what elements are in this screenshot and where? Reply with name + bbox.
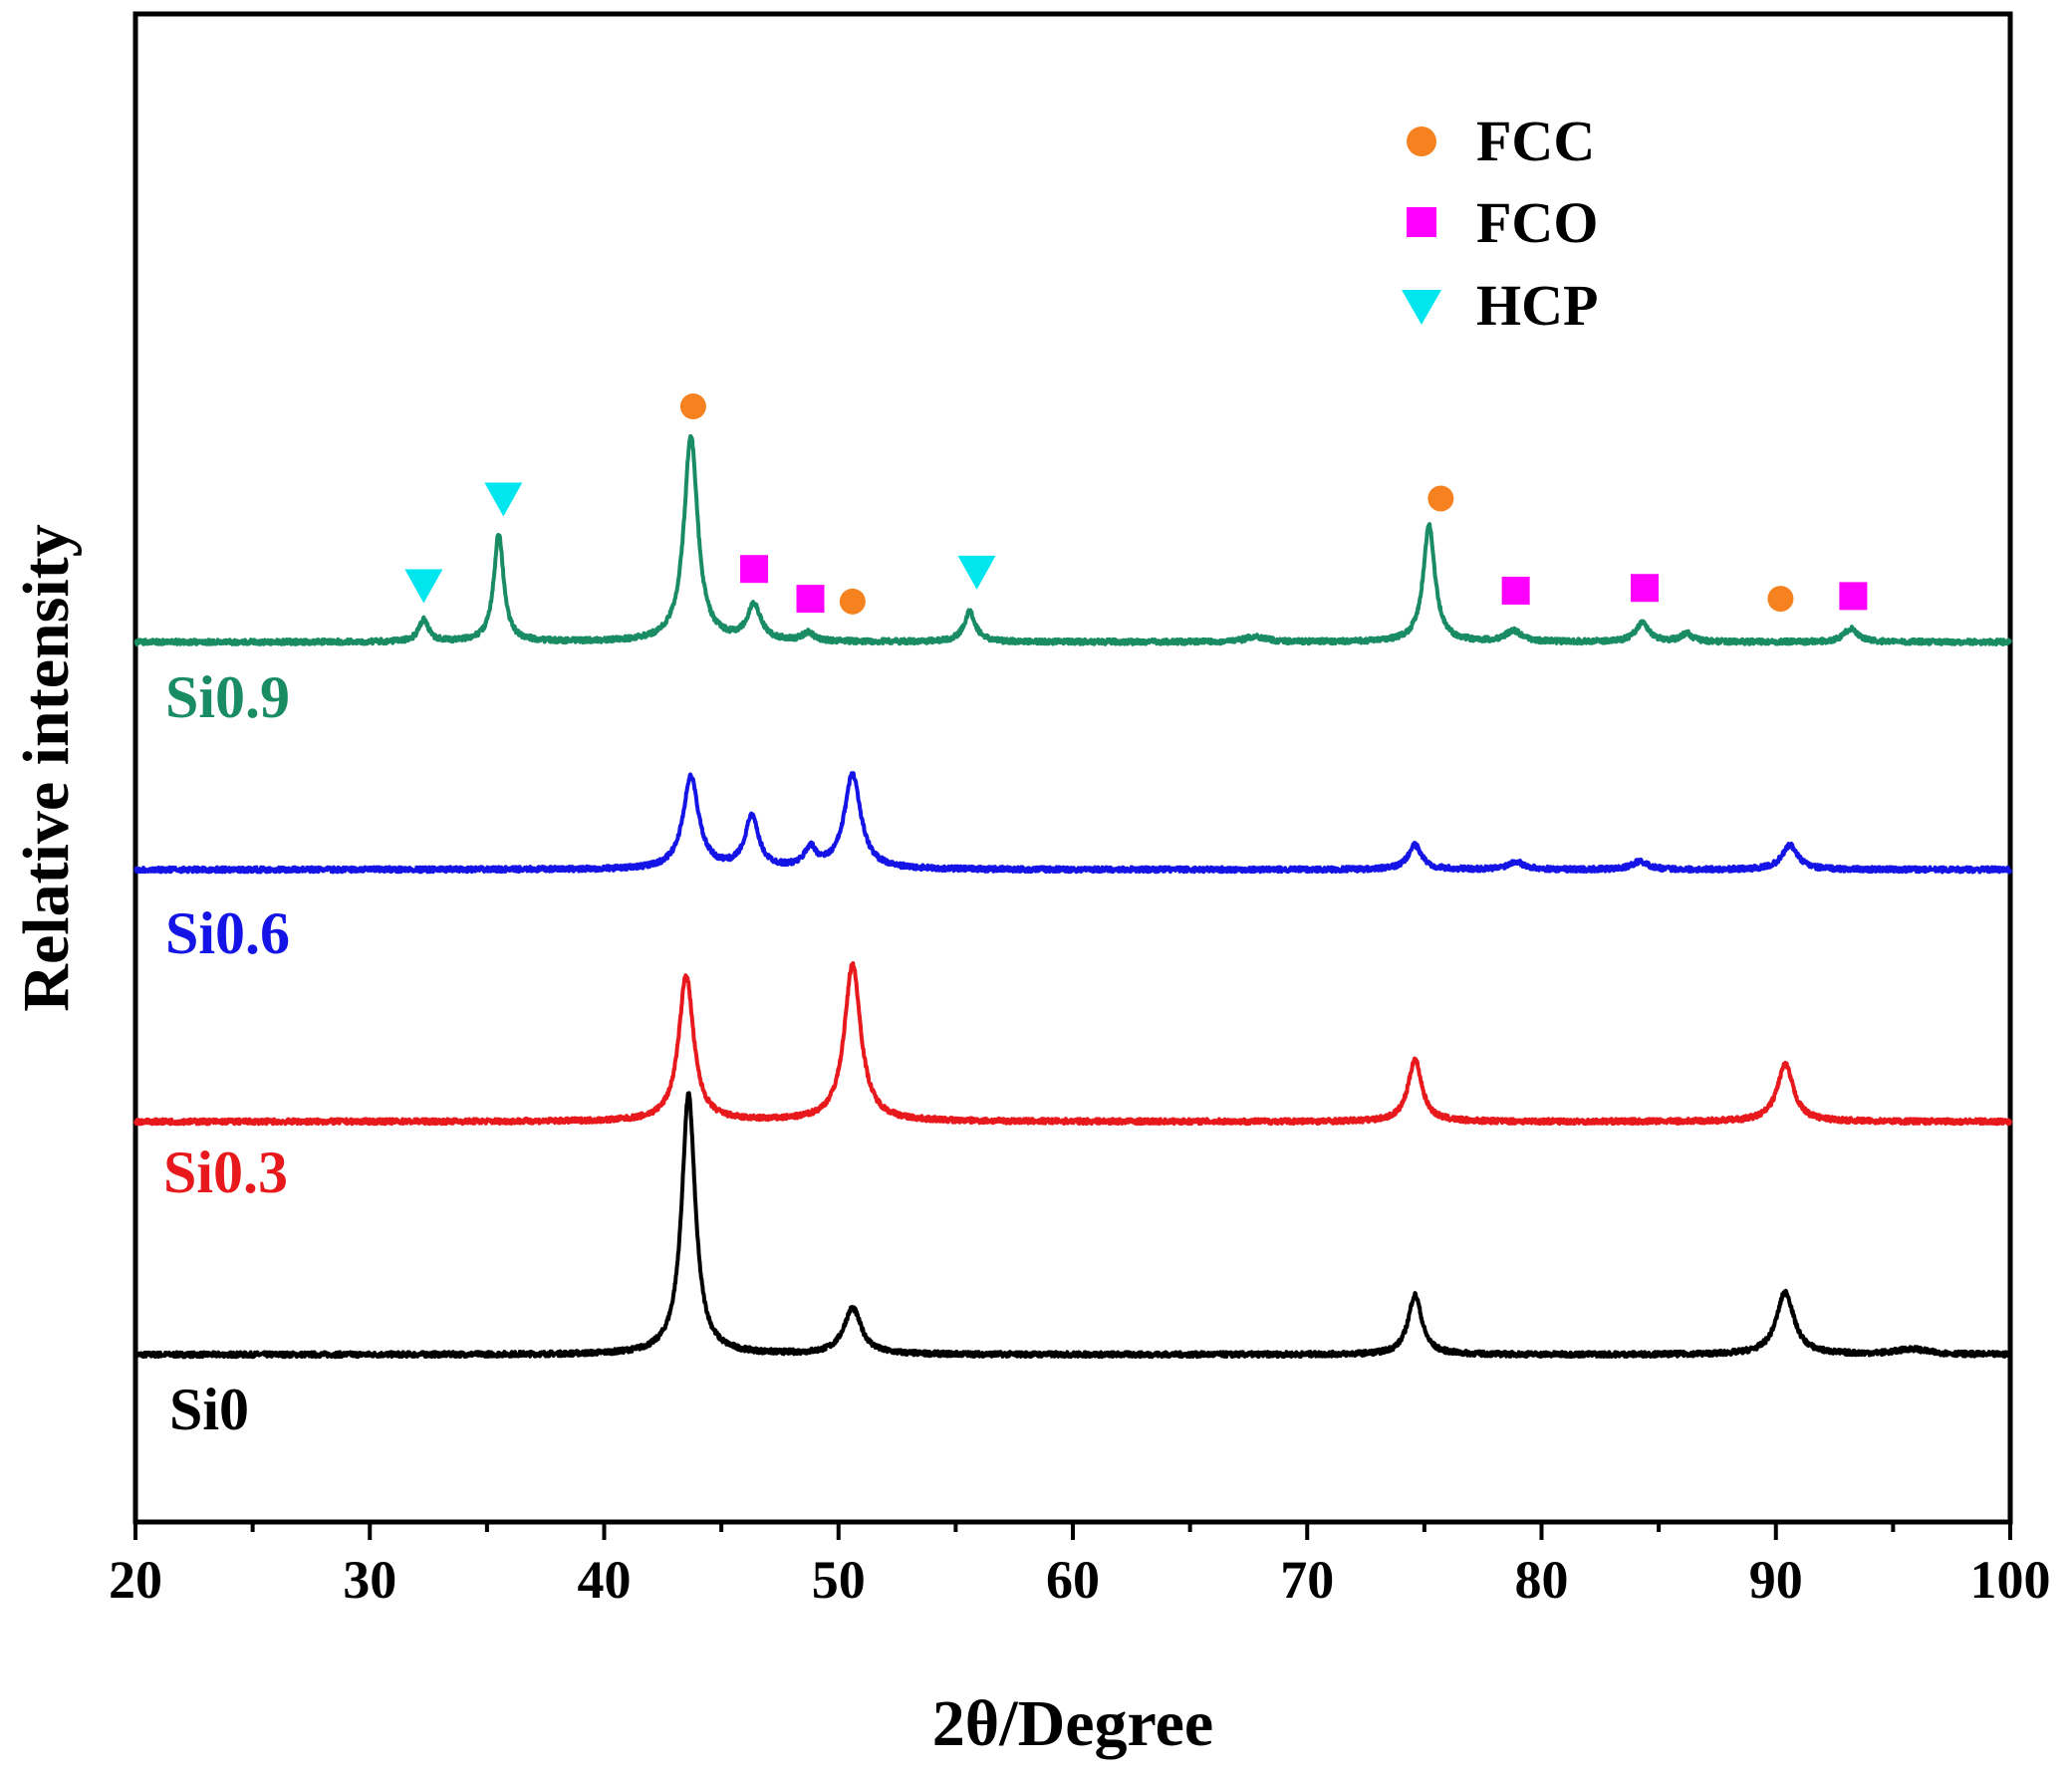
x-ticks: 20 30 40 50 60 70 80 90 100 bbox=[109, 1522, 2051, 1610]
fcc-marker bbox=[839, 588, 866, 615]
x-tick-label: 60 bbox=[1046, 1550, 1100, 1610]
fcc-marker bbox=[1767, 586, 1794, 613]
phase-markers bbox=[404, 393, 1868, 615]
legend-fco-square-icon bbox=[1407, 207, 1436, 237]
series-line-si0-9 bbox=[133, 434, 2012, 646]
series-label-si0-9: Si0.9 bbox=[165, 664, 290, 730]
x-tick-label: 50 bbox=[812, 1550, 866, 1610]
legend-fcc-label: FCC bbox=[1476, 109, 1595, 173]
legend: FCC FCO HCP bbox=[1402, 109, 1598, 338]
y-axis-label: Relative intensity bbox=[10, 524, 83, 1011]
legend-fcc-circle-icon bbox=[1407, 127, 1436, 156]
fco-marker bbox=[740, 555, 769, 584]
x-axis-label: 2θ/Degree bbox=[932, 1687, 1213, 1760]
series-label-si0-6: Si0.6 bbox=[165, 900, 290, 966]
series-labels: Si0 Si0.3 Si0.6 Si0.9 bbox=[163, 664, 290, 1442]
fco-marker bbox=[1631, 574, 1660, 603]
series-line-si0-6 bbox=[133, 771, 2012, 875]
x-tick-label: 70 bbox=[1280, 1550, 1334, 1610]
series-layer bbox=[133, 434, 2012, 1360]
hcp-marker bbox=[404, 569, 443, 604]
fco-marker bbox=[1839, 582, 1868, 611]
x-tick-label: 30 bbox=[343, 1550, 396, 1610]
plot-frame bbox=[132, 11, 2013, 1525]
fco-marker bbox=[1501, 576, 1530, 605]
x-tick-label: 20 bbox=[109, 1550, 162, 1610]
hcp-marker bbox=[957, 555, 996, 590]
series-line-si0-3 bbox=[133, 961, 2012, 1127]
x-tick-label: 80 bbox=[1515, 1550, 1569, 1610]
legend-fco-label: FCO bbox=[1476, 190, 1598, 255]
x-tick-label: 90 bbox=[1749, 1550, 1803, 1610]
x-tick-label: 100 bbox=[1970, 1550, 2051, 1610]
legend-hcp-label: HCP bbox=[1476, 273, 1598, 338]
fco-marker bbox=[796, 585, 825, 614]
fcc-marker bbox=[1427, 485, 1454, 512]
series-label-si0: Si0 bbox=[169, 1377, 249, 1442]
series-label-si0-3: Si0.3 bbox=[163, 1140, 288, 1205]
legend-hcp-triangle-icon bbox=[1402, 290, 1441, 325]
x-tick-label: 40 bbox=[578, 1550, 632, 1610]
fcc-marker bbox=[679, 393, 706, 419]
series-line-si0 bbox=[133, 1091, 2012, 1360]
hcp-marker bbox=[484, 482, 523, 517]
